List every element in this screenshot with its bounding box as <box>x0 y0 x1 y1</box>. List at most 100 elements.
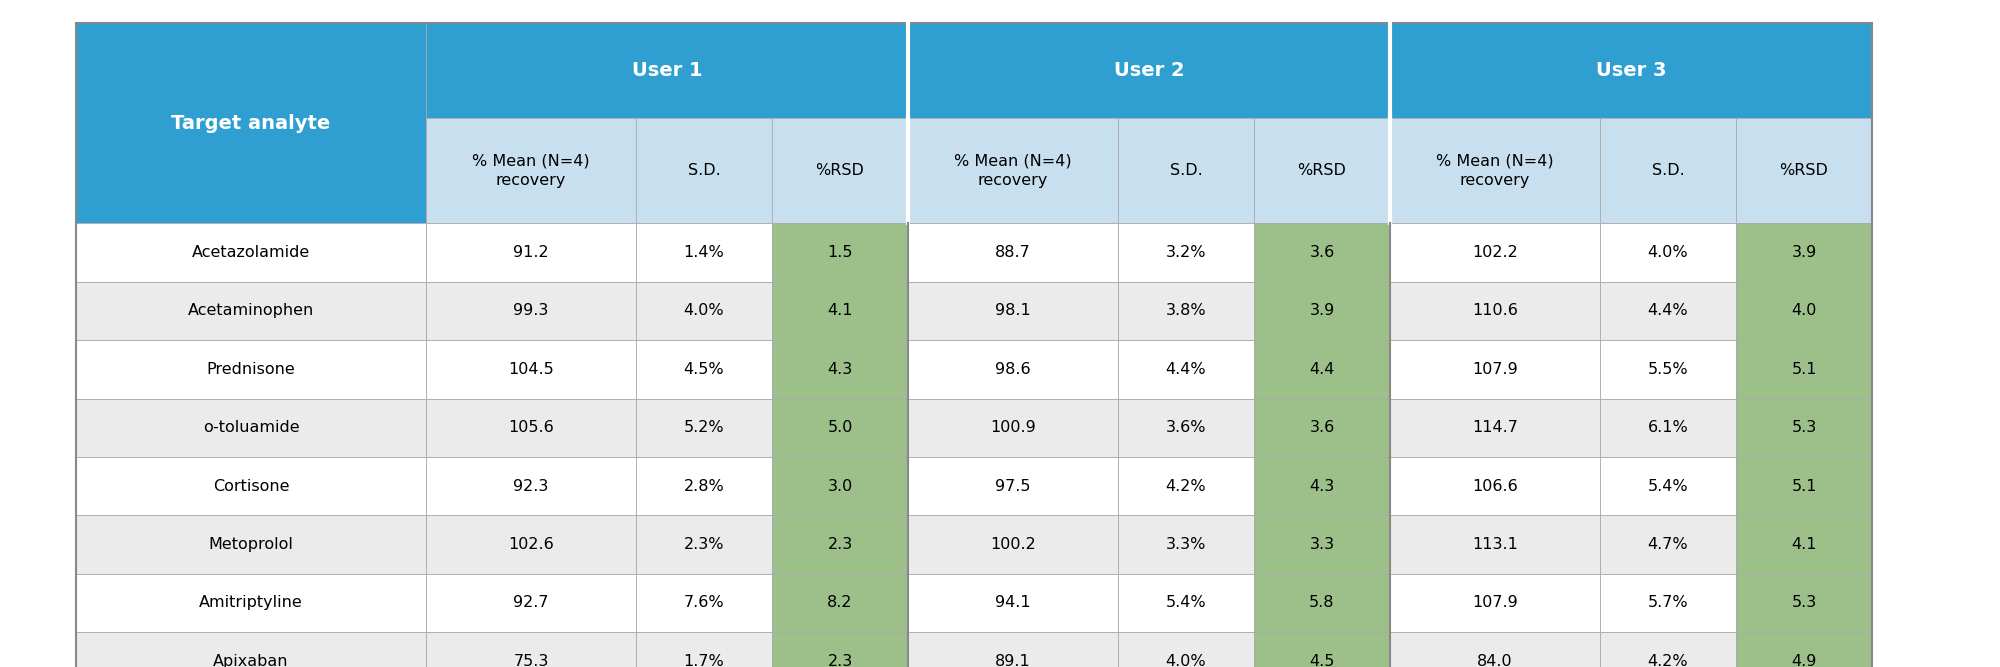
Text: S.D.: S.D. <box>1652 163 1684 178</box>
Text: 99.3: 99.3 <box>514 303 548 318</box>
Bar <box>1254 223 1390 282</box>
Bar <box>1600 574 1736 632</box>
Text: 105.6: 105.6 <box>508 420 554 435</box>
Bar <box>636 223 772 282</box>
Bar <box>772 515 908 574</box>
Bar <box>908 340 1118 399</box>
Bar <box>1390 23 1872 118</box>
Text: Apixaban: Apixaban <box>214 654 288 667</box>
Bar <box>636 340 772 399</box>
Text: 4.4: 4.4 <box>1310 362 1334 377</box>
Bar <box>76 457 426 516</box>
Bar <box>1254 457 1390 516</box>
Bar <box>1390 399 1600 457</box>
Text: 4.3: 4.3 <box>828 362 852 377</box>
Text: 114.7: 114.7 <box>1472 420 1518 435</box>
Text: 4.2%: 4.2% <box>1166 479 1206 494</box>
Text: %RSD: %RSD <box>816 163 864 178</box>
Bar <box>426 574 636 632</box>
Bar <box>1118 399 1254 457</box>
Text: 1.7%: 1.7% <box>684 654 724 667</box>
Bar <box>1254 574 1390 632</box>
Text: 5.3: 5.3 <box>1792 420 1816 435</box>
Text: 92.3: 92.3 <box>514 479 548 494</box>
Bar <box>772 223 908 282</box>
Bar <box>1254 632 1390 667</box>
Text: 3.3%: 3.3% <box>1166 537 1206 552</box>
Text: 89.1: 89.1 <box>996 654 1030 667</box>
Text: 2.8%: 2.8% <box>684 479 724 494</box>
Bar <box>908 515 1118 574</box>
Text: 5.4%: 5.4% <box>1166 596 1206 610</box>
Bar <box>1736 223 1872 282</box>
Bar <box>1390 340 1600 399</box>
Bar <box>1600 515 1736 574</box>
Text: %RSD: %RSD <box>1780 163 1828 178</box>
Text: 113.1: 113.1 <box>1472 537 1518 552</box>
Bar <box>636 399 772 457</box>
Text: 4.4%: 4.4% <box>1648 303 1688 318</box>
Bar <box>1390 457 1600 516</box>
Bar <box>76 574 426 632</box>
Bar <box>1390 515 1600 574</box>
Text: 5.7%: 5.7% <box>1648 596 1688 610</box>
Text: Cortisone: Cortisone <box>212 479 290 494</box>
Text: 3.9: 3.9 <box>1310 303 1334 318</box>
Text: 4.0%: 4.0% <box>1166 654 1206 667</box>
Bar <box>908 223 1118 282</box>
Bar <box>1118 340 1254 399</box>
Text: 1.5: 1.5 <box>828 245 852 260</box>
Text: 1.4%: 1.4% <box>684 245 724 260</box>
Bar <box>772 457 908 516</box>
Bar <box>426 632 636 667</box>
Text: 4.5: 4.5 <box>1310 654 1334 667</box>
Text: 110.6: 110.6 <box>1472 303 1518 318</box>
Bar <box>1254 282 1390 340</box>
Text: 104.5: 104.5 <box>508 362 554 377</box>
Bar <box>908 457 1118 516</box>
Bar <box>1600 282 1736 340</box>
Bar <box>76 632 426 667</box>
Text: S.D.: S.D. <box>1170 163 1202 178</box>
Text: 107.9: 107.9 <box>1472 362 1518 377</box>
Text: 107.9: 107.9 <box>1472 596 1518 610</box>
Bar <box>426 515 636 574</box>
Bar <box>1736 399 1872 457</box>
Bar <box>426 118 636 223</box>
Bar <box>1390 574 1600 632</box>
Bar <box>1736 340 1872 399</box>
Bar <box>1736 574 1872 632</box>
Bar <box>636 118 772 223</box>
Text: 3.3: 3.3 <box>1310 537 1334 552</box>
Bar <box>1600 399 1736 457</box>
Bar <box>908 118 1118 223</box>
Bar <box>76 23 1872 667</box>
Bar <box>426 282 636 340</box>
Bar <box>76 340 426 399</box>
Bar <box>1254 399 1390 457</box>
Bar <box>1390 632 1600 667</box>
Bar <box>1254 340 1390 399</box>
Text: 5.8: 5.8 <box>1310 596 1334 610</box>
Text: 3.6%: 3.6% <box>1166 420 1206 435</box>
Bar <box>908 282 1118 340</box>
Bar <box>1390 223 1600 282</box>
Text: 5.0: 5.0 <box>828 420 852 435</box>
Text: S.D.: S.D. <box>688 163 720 178</box>
Text: 4.5%: 4.5% <box>684 362 724 377</box>
Bar <box>772 282 908 340</box>
Text: Acetaminophen: Acetaminophen <box>188 303 314 318</box>
Text: 8.2: 8.2 <box>828 596 852 610</box>
Bar <box>426 23 908 118</box>
Text: 2.3: 2.3 <box>828 537 852 552</box>
Text: 5.5%: 5.5% <box>1648 362 1688 377</box>
Text: 4.4%: 4.4% <box>1166 362 1206 377</box>
Bar <box>1736 515 1872 574</box>
Bar <box>76 23 426 223</box>
Text: 94.1: 94.1 <box>996 596 1030 610</box>
Bar <box>1600 223 1736 282</box>
Bar <box>1254 515 1390 574</box>
Text: Target analyte: Target analyte <box>172 114 330 133</box>
Bar <box>1390 282 1600 340</box>
Bar <box>1390 118 1600 223</box>
